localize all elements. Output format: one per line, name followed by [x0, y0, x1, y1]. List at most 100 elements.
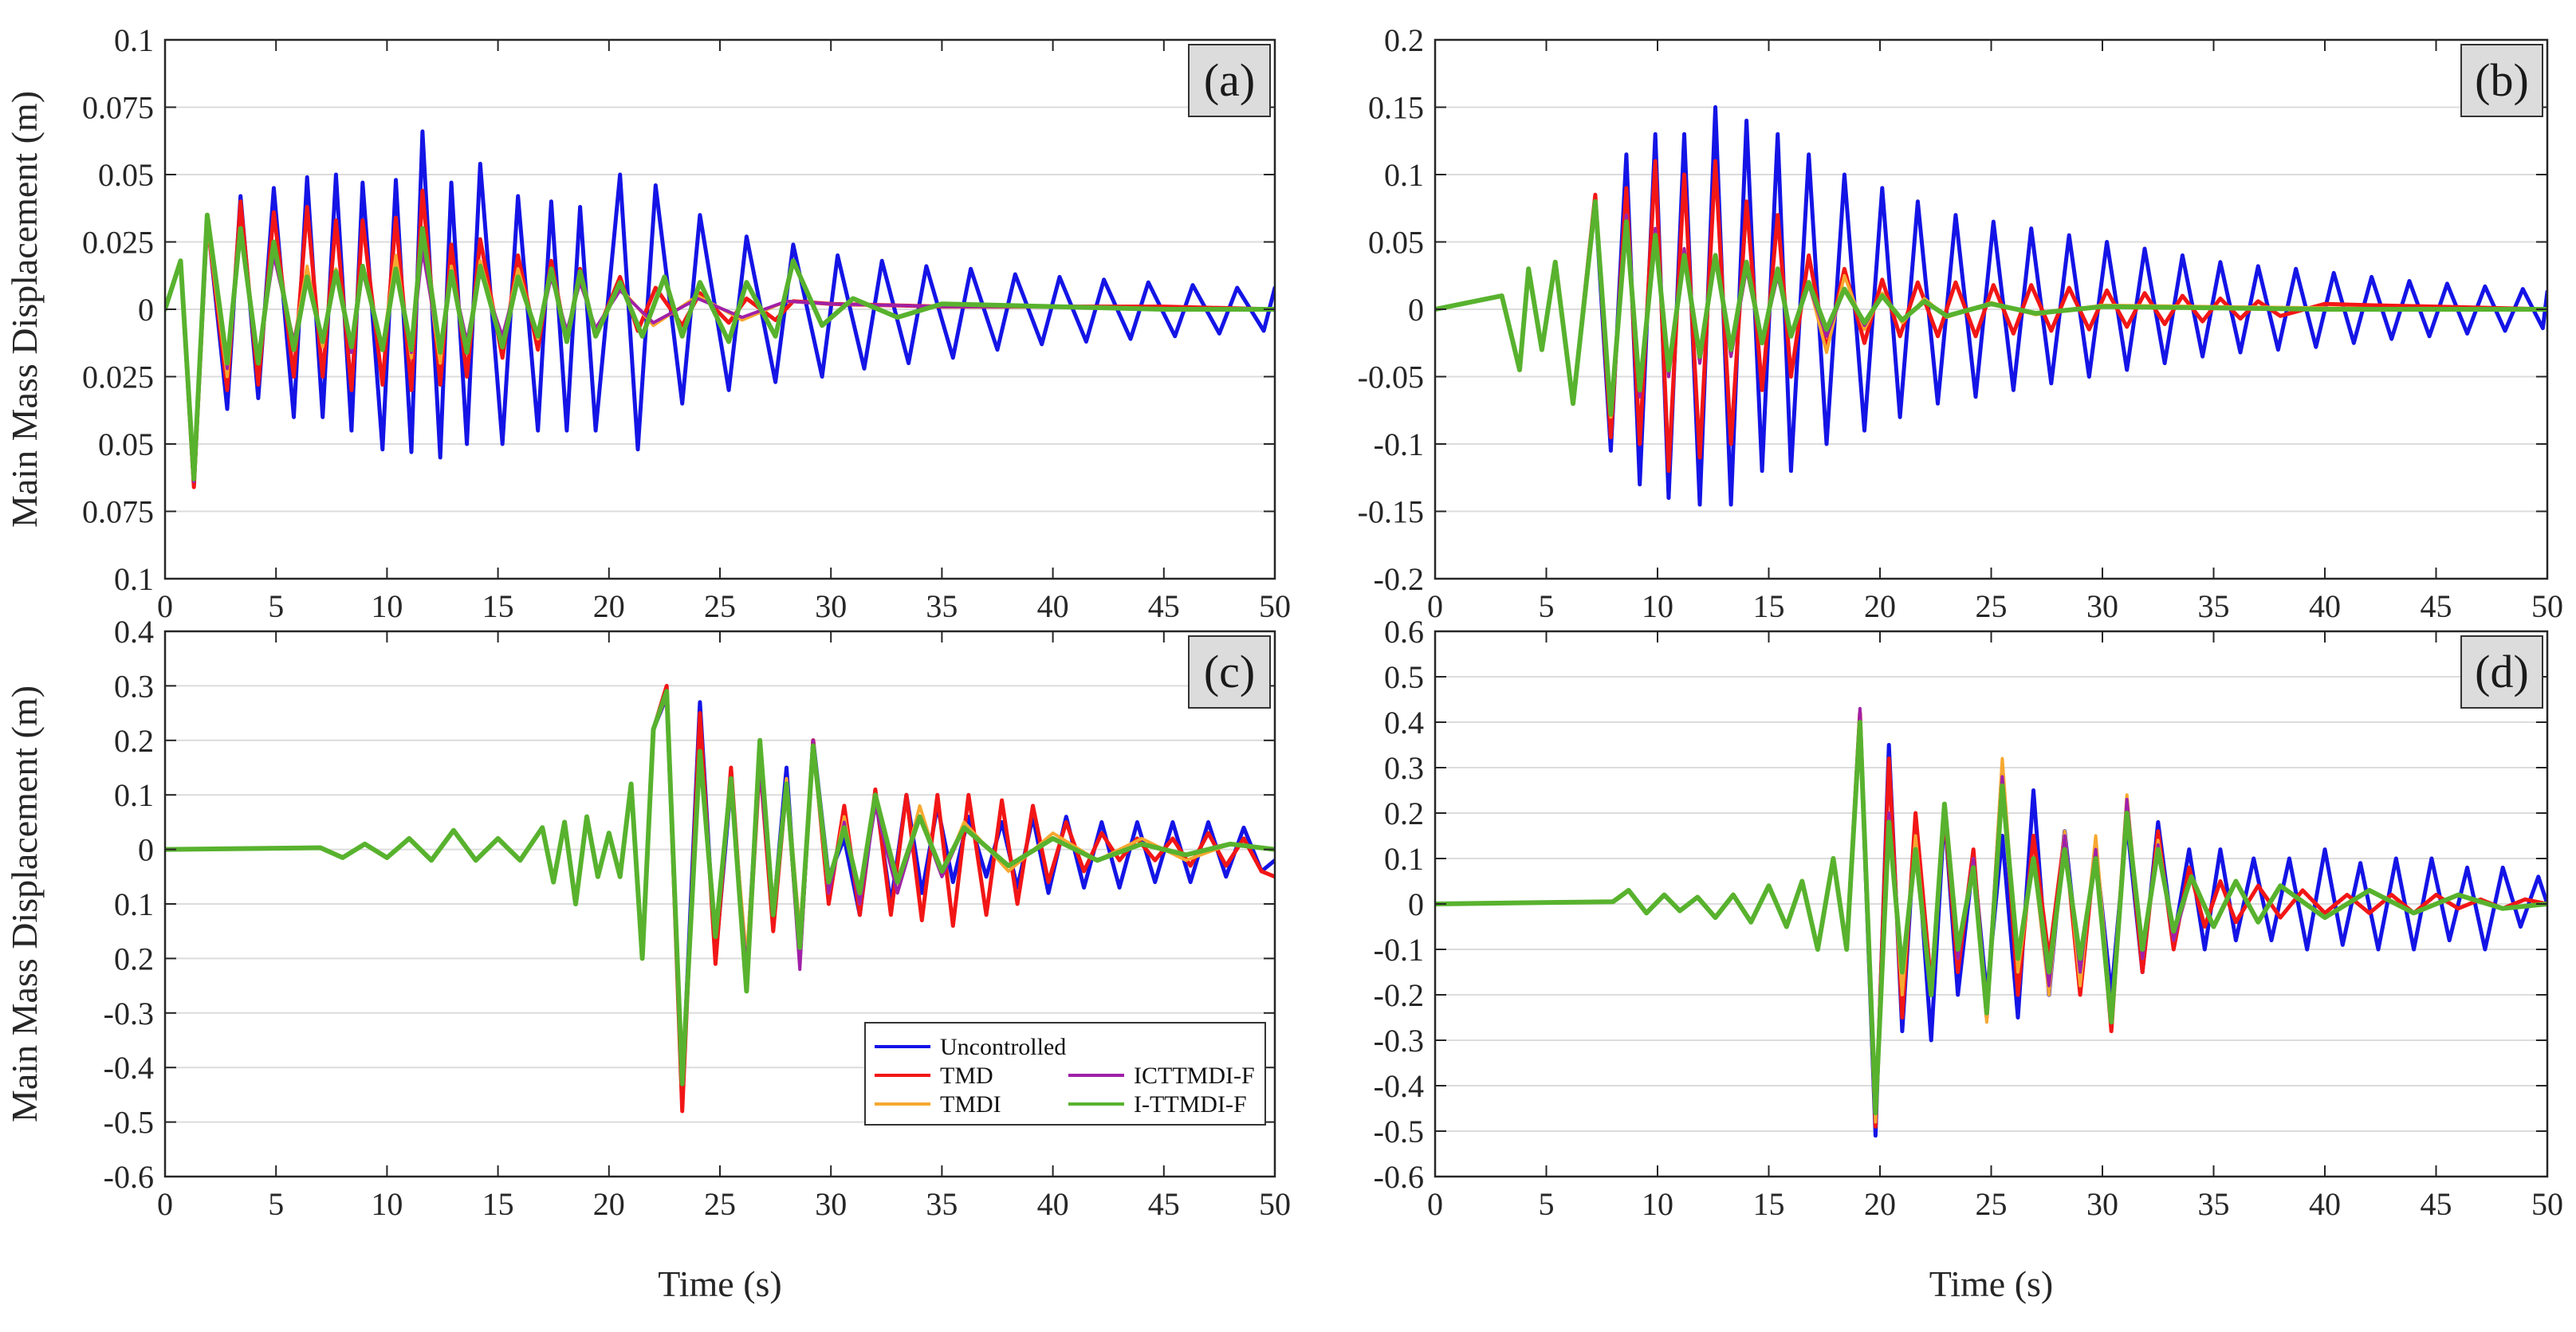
x-tick-label: 35: [2198, 1186, 2230, 1222]
y-tick-label: -0.4: [104, 1050, 154, 1086]
panel-label: (b): [2475, 54, 2529, 106]
x-tick-label: 45: [1148, 1186, 1180, 1222]
y-tick-label: 0.05: [98, 157, 154, 193]
y-tick-label: -0.5: [104, 1105, 154, 1141]
y-tick-label: -0.15: [1358, 494, 1424, 530]
series-line-i-ttmdi-f: [1435, 198, 2547, 417]
x-tick-label: 40: [1037, 588, 1069, 624]
x-tick-label: 30: [815, 588, 847, 624]
y-tick-label: -0.4: [1374, 1068, 1424, 1104]
x-tick-label: 40: [2309, 1186, 2341, 1222]
series-group: [165, 683, 1275, 1114]
x-tick-label: 20: [593, 1186, 625, 1222]
x-tick-label: 35: [926, 1186, 958, 1222]
x-tick-label: 10: [1642, 1186, 1673, 1222]
x-tick-label: 5: [1539, 1186, 1555, 1222]
x-tick-label: 40: [1037, 1186, 1069, 1222]
y-tick-label: 0.2: [1384, 796, 1424, 831]
y-tick-label: 0.3: [1384, 750, 1424, 786]
y-axis-title: Main Mass Displacement (m): [4, 91, 45, 528]
x-tick-label: 10: [371, 1186, 403, 1222]
x-tick-label: 50: [1259, 588, 1291, 624]
y-tick-label: -0.2: [1374, 977, 1424, 1013]
y-tick-label: -0.3: [104, 996, 154, 1031]
x-tick-label: 15: [482, 588, 514, 624]
y-tick-label: -0.3: [1374, 1023, 1424, 1059]
x-tick-label: 35: [2198, 588, 2230, 624]
series-line-i-ttmdi-f: [1435, 720, 2547, 1116]
panel-label: (d): [2475, 646, 2529, 697]
y-tick-label: 0.1: [114, 561, 154, 597]
x-axis-title: Time (s): [1929, 1263, 2054, 1304]
y-tick-label: 0: [1408, 292, 1424, 328]
x-tick-label: 45: [2421, 588, 2452, 624]
x-tick-label: 10: [1642, 588, 1673, 624]
y-tick-label: 0.075: [82, 90, 154, 126]
y-tick-label: 0.2: [114, 941, 154, 976]
legend-label-uncontrolled: Uncontrolled: [940, 1034, 1066, 1060]
y-tick-label: 0.025: [82, 360, 154, 395]
y-tick-label: 0.1: [1384, 841, 1424, 877]
series-line-i-ttmdi-f: [165, 212, 1275, 481]
x-tick-label: 0: [1427, 1186, 1443, 1222]
series-group: [165, 129, 1275, 489]
legend-label-tmd: TMD: [940, 1063, 993, 1089]
y-tick-label: -0.2: [1374, 561, 1424, 597]
legend-label-icttmdi-f: ICTTMDI-F: [1134, 1063, 1255, 1089]
x-tick-label: 50: [1259, 1186, 1291, 1222]
panel-b: 0.20.150.10.050-0.05-0.1-0.15-0.20 5 10 15 2…: [1358, 22, 2563, 624]
y-tick-label: 0: [1408, 886, 1424, 922]
panel-label-box: [1188, 635, 1271, 709]
y-tick-label: -0.6: [104, 1159, 154, 1195]
x-tick-label: 10: [371, 588, 403, 624]
x-tick-label: 50: [2531, 588, 2563, 624]
series-group: [1435, 706, 2547, 1138]
x-tick-label: 0: [157, 1186, 173, 1222]
x-tick-label: 15: [482, 1186, 514, 1222]
x-tick-label: 45: [1148, 588, 1180, 624]
x-tick-label: 15: [1753, 1186, 1785, 1222]
y-tick-label: 0.1: [1384, 157, 1424, 193]
x-tick-label: 50: [2531, 1186, 2563, 1222]
x-tick-label: 30: [2086, 1186, 2118, 1222]
y-tick-label: 0.4: [1384, 705, 1424, 741]
y-tick-label: 0.075: [82, 494, 154, 530]
legend: Uncontrolled TMD ICTTMDI-F TMDI I-TTMDI-F: [864, 1022, 1266, 1126]
y-tick-label: 0.15: [1368, 90, 1424, 126]
y-tick-label: -0.05: [1358, 360, 1424, 395]
panel-label: (a): [1204, 54, 1255, 106]
y-tick-label: 0.05: [1368, 225, 1424, 261]
y-tick-label: 0: [138, 292, 154, 328]
x-tick-label: 20: [1864, 1186, 1896, 1222]
x-tick-label: 0: [157, 588, 173, 624]
x-tick-label: 5: [268, 1186, 284, 1222]
x-tick-label: 0: [1427, 588, 1443, 624]
x-tick-label: 25: [1976, 1186, 2008, 1222]
y-tick-label: 0: [138, 832, 154, 868]
x-tick-label: 25: [1976, 588, 2008, 624]
panel-d: 0.6 0.5 0.4 0.3 0.2 0.1 0 -0.1 -0.2 -0.3 -0.4 -0.5 -…: [1374, 614, 2563, 1304]
series-group: [1435, 105, 2547, 507]
x-tick-label: 5: [1539, 588, 1555, 624]
y-tick-label: 0.4: [114, 614, 154, 650]
series-line-i-ttmdi-f: [165, 689, 1275, 1086]
legend-label-tmdi: TMDI: [940, 1091, 1001, 1118]
legend-label-i-ttmdi-f: I-TTMDI-F: [1134, 1091, 1247, 1118]
x-tick-label: 35: [926, 588, 958, 624]
panel-label-box: [2460, 44, 2543, 117]
legend-box: [864, 1022, 1266, 1126]
panel-label: (c): [1204, 646, 1255, 697]
x-tick-label: 25: [704, 1186, 736, 1222]
y-tick-label: -0.1: [1374, 932, 1424, 968]
series-line-tmd: [165, 188, 1275, 489]
x-tick-label: 25: [704, 588, 736, 624]
y-tick-label: -0.5: [1374, 1114, 1424, 1149]
y-tick-label: 0.1: [114, 886, 154, 922]
y-tick-label: -0.6: [1374, 1159, 1424, 1195]
y-tick-label: 0.5: [1384, 659, 1424, 695]
panel-label-box: [1188, 44, 1271, 117]
x-tick-label: 40: [2309, 588, 2341, 624]
y-tick-label: -0.1: [1374, 426, 1424, 462]
